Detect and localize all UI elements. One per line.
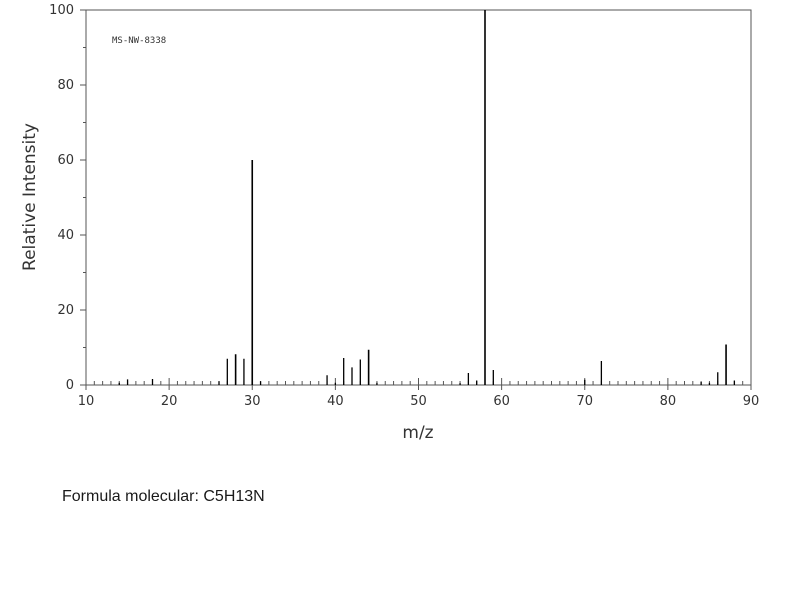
molecular-formula-caption: Formula molecular: C5H13N bbox=[62, 488, 265, 505]
y-tick-label: 100 bbox=[49, 3, 74, 18]
y-tick-label: 60 bbox=[57, 153, 74, 168]
y-axis-title: Relative Intensity bbox=[20, 123, 40, 271]
x-tick-label: 50 bbox=[410, 394, 427, 409]
x-tick-label: 80 bbox=[660, 394, 677, 409]
x-tick-label: 70 bbox=[576, 394, 593, 409]
x-tick-label: 10 bbox=[78, 394, 95, 409]
spectrum-peaks bbox=[118, 10, 736, 385]
x-tick-label: 20 bbox=[161, 394, 178, 409]
x-tick-label: 90 bbox=[743, 394, 760, 409]
x-tick-label: 40 bbox=[327, 394, 344, 409]
x-axis-title: m/z bbox=[402, 423, 433, 443]
y-tick-label: 20 bbox=[57, 303, 74, 318]
mass-spectrum-chart: Relative Intensity m/z MS-NW-8338 10 20 30… bbox=[20, 3, 760, 443]
y-tick-label: 40 bbox=[57, 228, 74, 243]
x-tick-label: 60 bbox=[493, 394, 510, 409]
y-tick-label: 80 bbox=[57, 78, 74, 93]
x-axis-ticks: 10 20 30 40 50 60 70 80 90 bbox=[78, 378, 760, 409]
spectrum-id-label: MS-NW-8338 bbox=[112, 36, 166, 46]
y-axis-ticks: 0 20 40 60 80 100 bbox=[49, 3, 86, 393]
x-minor-ticks bbox=[93, 381, 744, 385]
y-tick-label: 0 bbox=[66, 378, 74, 393]
plot-frame bbox=[85, 9, 752, 386]
x-tick-label: 30 bbox=[244, 394, 261, 409]
